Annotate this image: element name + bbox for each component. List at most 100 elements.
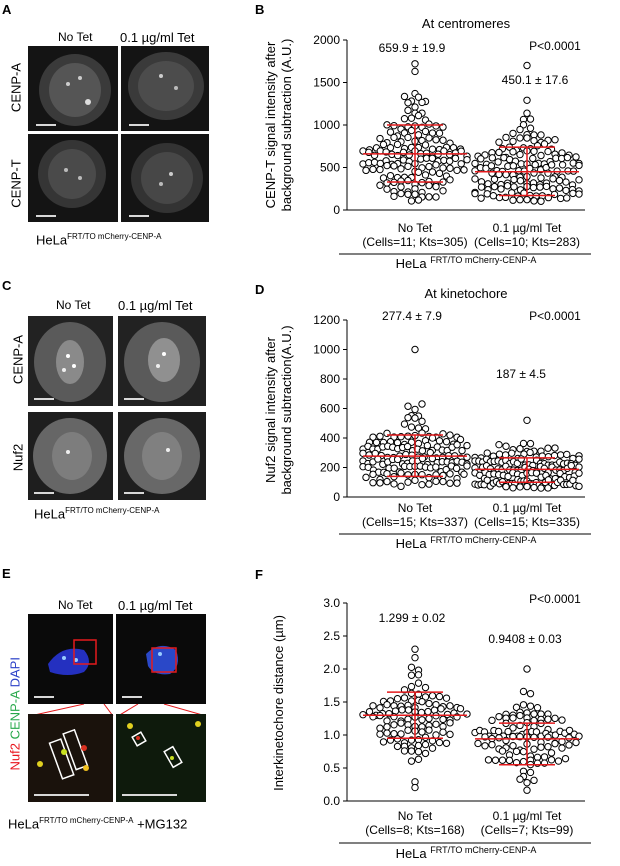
data-point bbox=[379, 174, 388, 182]
y-tick-label: 1000 bbox=[313, 343, 340, 357]
category-label: No Tet bbox=[398, 809, 433, 823]
group-stat-label: 0.9408 ± 0.03 bbox=[488, 632, 562, 646]
data-point bbox=[516, 775, 524, 783]
panel-label-d: D bbox=[255, 282, 264, 297]
col-label-no-tet: No Tet bbox=[56, 298, 91, 312]
scale-bar bbox=[34, 696, 54, 698]
data-point bbox=[463, 441, 471, 450]
data-point bbox=[569, 476, 577, 484]
data-point bbox=[411, 345, 419, 354]
data-point bbox=[544, 452, 553, 461]
data-point bbox=[404, 413, 412, 422]
data-point bbox=[537, 174, 545, 182]
data-point bbox=[471, 175, 479, 183]
data-point bbox=[494, 158, 502, 166]
data-point bbox=[544, 476, 553, 484]
data-point bbox=[509, 196, 517, 204]
col-label-no-tet: No Tet bbox=[58, 598, 93, 612]
panel-label-a: A bbox=[2, 2, 12, 17]
data-point bbox=[425, 480, 433, 488]
data-point bbox=[442, 739, 451, 747]
data-point bbox=[526, 702, 535, 710]
data-point bbox=[386, 143, 395, 152]
data-point bbox=[537, 484, 545, 492]
data-point bbox=[397, 719, 405, 727]
group-stat-label: 450.1 ± 17.6 bbox=[502, 73, 569, 87]
micrograph-a2 bbox=[121, 46, 209, 131]
data-point bbox=[393, 140, 402, 149]
data-point bbox=[512, 703, 521, 712]
data-point bbox=[551, 739, 559, 748]
data-point bbox=[456, 704, 465, 713]
data-point bbox=[502, 442, 510, 450]
data-point bbox=[509, 484, 517, 492]
data-point bbox=[400, 747, 409, 755]
data-point bbox=[516, 196, 524, 204]
data-point bbox=[435, 437, 444, 445]
data-point bbox=[383, 185, 391, 193]
data-point bbox=[426, 448, 434, 457]
data-point bbox=[414, 196, 423, 204]
y-tick-label: 2000 bbox=[313, 33, 340, 47]
chart-title: At centromeres bbox=[422, 16, 511, 31]
data-point bbox=[512, 747, 521, 756]
data-point bbox=[442, 694, 451, 702]
data-point bbox=[428, 129, 437, 137]
data-point bbox=[510, 175, 518, 184]
scale-bar bbox=[124, 398, 144, 400]
data-point bbox=[445, 157, 454, 165]
data-point bbox=[404, 99, 412, 107]
data-point bbox=[397, 469, 405, 477]
y-tick-label: 800 bbox=[320, 372, 340, 386]
y-tick-label: 2.5 bbox=[323, 629, 340, 643]
data-point bbox=[407, 126, 416, 135]
data-point bbox=[575, 176, 583, 184]
cell-line-label-c: HeLaFRT/TO mCherry-CENP-A bbox=[34, 506, 160, 522]
chart-d-kinetochore-nuf2: D At kinetochore 0 200 400 600 800 1000 1200 Nuf2… bbox=[255, 282, 591, 551]
data-point bbox=[556, 451, 565, 459]
scale-bar bbox=[34, 492, 54, 494]
data-point bbox=[386, 128, 395, 136]
scatter-group-no-tet bbox=[359, 645, 471, 792]
data-point bbox=[503, 182, 512, 190]
panel-label-e: E bbox=[2, 566, 11, 581]
data-point bbox=[477, 183, 486, 191]
data-point bbox=[407, 689, 416, 698]
data-point bbox=[550, 190, 559, 199]
data-point bbox=[526, 448, 534, 457]
data-point bbox=[549, 175, 557, 183]
data-point bbox=[383, 477, 391, 486]
data-point bbox=[558, 161, 567, 169]
data-point bbox=[523, 778, 531, 787]
data-point bbox=[526, 689, 535, 698]
data-point bbox=[414, 168, 423, 176]
category-sublabel: (Cells=15; Kts=335) bbox=[474, 515, 580, 529]
category-sublabel: (Cells=10; Kts=283) bbox=[474, 235, 580, 249]
data-point bbox=[414, 748, 423, 756]
data-point bbox=[397, 189, 405, 198]
data-point bbox=[411, 103, 419, 111]
data-point bbox=[558, 744, 566, 752]
data-point bbox=[471, 189, 479, 198]
data-point bbox=[428, 434, 437, 442]
data-point bbox=[446, 431, 454, 439]
data-point bbox=[556, 194, 565, 203]
data-point bbox=[523, 482, 531, 491]
data-point bbox=[530, 710, 538, 718]
data-point bbox=[509, 714, 517, 722]
channel-cenp-a: CENP-A bbox=[7, 691, 23, 740]
category-label: No Tet bbox=[398, 501, 433, 515]
data-point bbox=[439, 187, 447, 195]
data-point bbox=[432, 463, 440, 471]
data-point bbox=[435, 692, 444, 701]
data-point bbox=[400, 92, 409, 101]
channel-dapi: DAPI bbox=[7, 657, 23, 688]
data-point bbox=[404, 478, 412, 486]
data-point bbox=[414, 741, 423, 750]
data-point bbox=[370, 151, 379, 160]
data-point bbox=[569, 189, 577, 198]
data-point bbox=[407, 663, 416, 672]
data-point bbox=[421, 127, 430, 136]
data-point bbox=[432, 122, 440, 130]
data-point bbox=[418, 480, 426, 489]
